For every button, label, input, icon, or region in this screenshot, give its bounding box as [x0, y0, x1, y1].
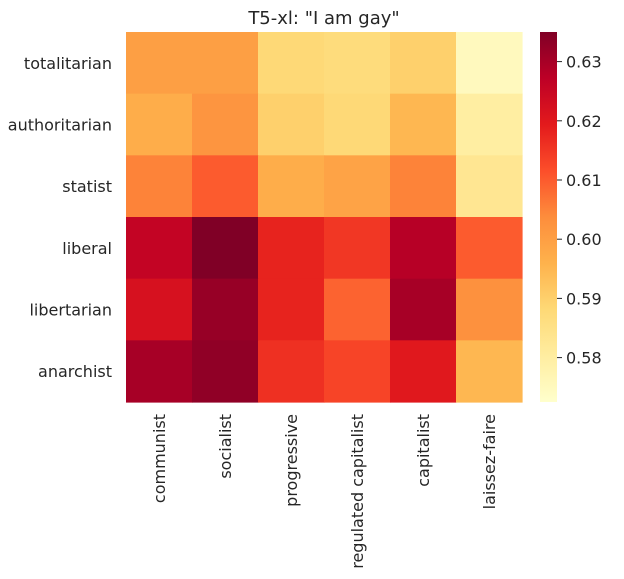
heatmap-cell-0-2	[258, 32, 325, 95]
y-tick-label: totalitarian	[24, 54, 112, 73]
heatmap-cell-0-0	[126, 32, 193, 95]
heatmap-cell-4-5	[456, 278, 523, 341]
heatmap-cell-5-1	[192, 340, 259, 403]
x-tick-label: regulated capitalist	[348, 414, 367, 569]
heatmap-cell-0-3	[324, 32, 391, 95]
colorbar-tick-label: 0.62	[566, 112, 602, 131]
heatmap-cell-3-5	[456, 217, 523, 280]
heatmap-cell-2-4	[390, 155, 457, 218]
heatmap-cell-4-3	[324, 278, 391, 341]
x-tick-labels: communist socialist progressive regulated c…	[150, 414, 499, 569]
heatmap-cell-2-1	[192, 155, 259, 218]
heatmap-cell-4-1	[192, 278, 259, 341]
heatmap-cell-5-0	[126, 340, 193, 403]
heatmap-cell-2-5	[456, 155, 523, 218]
heatmap-cell-4-0	[126, 278, 193, 341]
heatmap-cell-0-1	[192, 32, 259, 95]
y-tick-labels: totalitarian authoritarian statist liberal l…	[8, 54, 112, 381]
colorbar-tick-label: 0.63	[566, 53, 602, 72]
x-tick-label: laissez-faire	[480, 414, 499, 509]
heatmap-cell-3-3	[324, 217, 391, 280]
chart-title: T5-xl: "I am gay"	[247, 8, 399, 29]
y-tick-label: anarchist	[38, 362, 112, 381]
y-tick-label: authoritarian	[8, 116, 112, 135]
colorbar-ticks: 0.58 0.59 0.60 0.61 0.62 0.63	[557, 53, 602, 368]
heatmap-cell-4-2	[258, 278, 325, 341]
y-tick-label: liberal	[62, 239, 112, 258]
x-tick-label: capitalist	[414, 414, 433, 487]
heatmap-cell-1-2	[258, 93, 325, 156]
heatmap-cell-4-4	[390, 278, 457, 341]
heatmap-cell-3-0	[126, 217, 193, 280]
x-tick-label: communist	[150, 414, 169, 503]
heatmap-cell-1-5	[456, 93, 523, 156]
heatmap-cell-5-4	[390, 340, 457, 403]
colorbar-tick-label: 0.59	[566, 289, 602, 308]
heatmap-cell-1-3	[324, 93, 391, 156]
heatmap-cell-2-0	[126, 155, 193, 218]
y-tick-label: statist	[62, 177, 112, 196]
heatmap-cell-2-2	[258, 155, 325, 218]
colorbar	[540, 32, 557, 402]
heatmap-cell-3-1	[192, 217, 259, 280]
colorbar-tick-label: 0.58	[566, 349, 602, 368]
heatmap-cell-0-4	[390, 32, 457, 95]
heatmap-cell-5-5	[456, 340, 523, 403]
heatmap-cell-1-1	[192, 93, 259, 156]
heatmap-cell-2-3	[324, 155, 391, 218]
y-tick-label: libertarian	[29, 301, 112, 320]
heatmap-cell-1-0	[126, 93, 193, 156]
colorbar-tick-label: 0.60	[566, 230, 602, 249]
heatmap-cell-1-4	[390, 93, 457, 156]
x-tick-label: progressive	[282, 414, 301, 507]
heatmap-cell-5-2	[258, 340, 325, 403]
colorbar-tick-label: 0.61	[566, 171, 602, 190]
heatmap-cells	[126, 32, 523, 403]
heatmap-cell-3-2	[258, 217, 325, 280]
heatmap-cell-5-3	[324, 340, 391, 403]
heatmap-cell-0-5	[456, 32, 523, 95]
x-tick-label: socialist	[216, 414, 235, 479]
heatmap-cell-3-4	[390, 217, 457, 280]
